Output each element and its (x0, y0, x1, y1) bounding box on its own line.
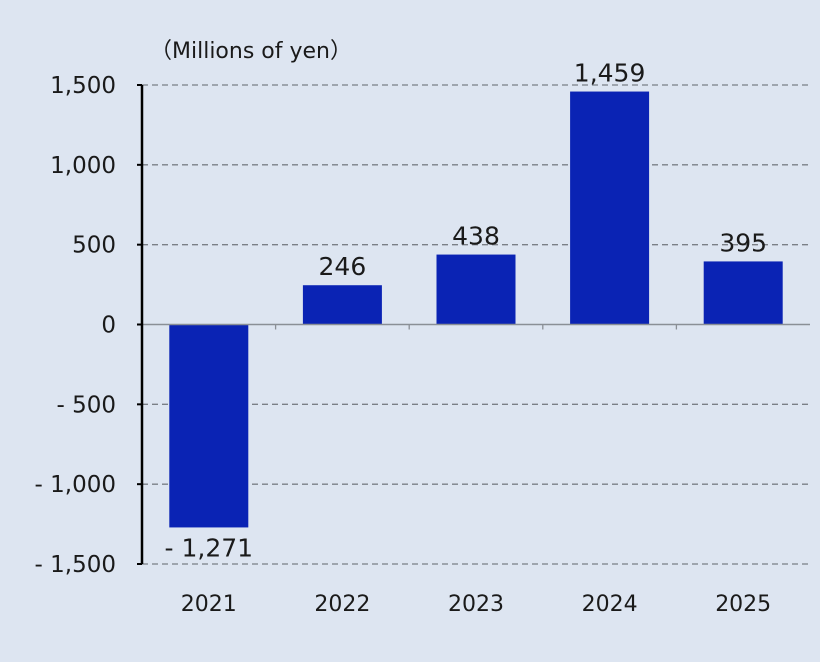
bar-2021 (169, 324, 249, 528)
data-label-2021: - 1,271 (165, 533, 254, 562)
data-label-2025: 395 (719, 228, 767, 257)
x-category-label: 2025 (715, 592, 771, 617)
data-label-2023: 438 (452, 222, 500, 251)
x-category-label: 2024 (582, 592, 638, 617)
data-label-2024: 1,459 (574, 59, 646, 88)
x-category-label: 2022 (314, 592, 370, 617)
y-tick-label: - 1,500 (35, 552, 116, 578)
bar-2025 (703, 261, 783, 325)
y-tick-label: 500 (72, 233, 116, 259)
bar-2022 (302, 285, 382, 325)
unit-label: （Millions of yen） (150, 39, 352, 64)
bar-2023 (436, 254, 516, 325)
y-tick-label: - 1,000 (35, 472, 116, 498)
y-tick-label: - 500 (56, 392, 116, 418)
labels: 1,500 1,000 500 0 - 500 - 1,000 - 1,500 - 1,271… (35, 59, 772, 617)
x-category-label: 2021 (181, 592, 237, 617)
bar-2024 (570, 91, 650, 325)
grid-lines (142, 84, 810, 565)
y-tick-label: 1,500 (50, 73, 116, 99)
data-label-2022: 246 (319, 252, 367, 281)
axes (137, 84, 810, 565)
bars (169, 91, 783, 528)
y-tick-label: 1,000 (50, 153, 116, 179)
y-tick-label: 0 (101, 313, 116, 339)
x-category-label: 2023 (448, 592, 504, 617)
